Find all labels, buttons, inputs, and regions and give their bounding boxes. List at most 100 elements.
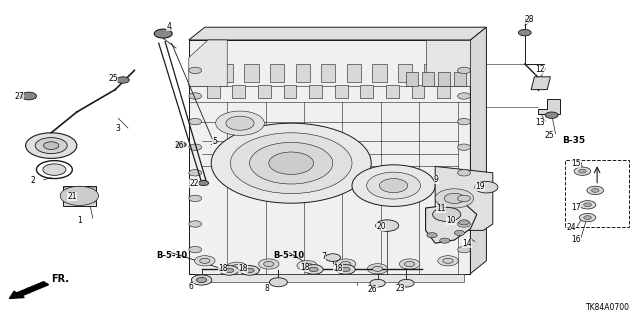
Circle shape (435, 189, 474, 208)
Circle shape (26, 133, 77, 158)
Polygon shape (435, 166, 493, 230)
Circle shape (376, 220, 399, 231)
Text: 26: 26 (368, 285, 378, 294)
Text: 25: 25 (109, 74, 118, 83)
Text: FR.: FR. (51, 274, 69, 284)
Bar (219, 64, 233, 82)
Circle shape (250, 142, 333, 184)
Circle shape (367, 264, 388, 274)
Bar (438, 72, 450, 86)
Circle shape (189, 118, 202, 125)
Bar (347, 64, 361, 82)
Circle shape (352, 165, 435, 206)
Bar (207, 85, 220, 98)
Text: 21: 21 (67, 192, 77, 201)
Polygon shape (189, 40, 227, 86)
Circle shape (189, 221, 202, 227)
Polygon shape (63, 186, 96, 206)
Bar (270, 64, 284, 82)
Circle shape (545, 112, 558, 118)
Polygon shape (538, 99, 560, 114)
Circle shape (458, 195, 470, 202)
Bar (321, 64, 335, 82)
Polygon shape (189, 27, 486, 40)
Bar (296, 64, 310, 82)
Bar (244, 64, 259, 82)
Text: TK84A0700: TK84A0700 (586, 303, 630, 312)
Text: 18: 18 (239, 264, 248, 273)
Circle shape (459, 220, 469, 225)
Text: 26: 26 (174, 141, 184, 150)
Circle shape (225, 268, 234, 273)
Circle shape (43, 164, 66, 175)
Circle shape (189, 93, 202, 99)
Polygon shape (426, 203, 477, 243)
Bar (335, 85, 348, 98)
Circle shape (245, 268, 254, 273)
Bar (309, 85, 322, 98)
Circle shape (458, 93, 470, 99)
Circle shape (302, 263, 312, 268)
Text: 11: 11 (436, 204, 446, 212)
Text: 4: 4 (166, 22, 172, 31)
Circle shape (587, 186, 604, 195)
Circle shape (189, 246, 202, 253)
Circle shape (399, 279, 414, 287)
Polygon shape (470, 27, 486, 274)
Text: 13: 13 (535, 118, 545, 127)
Circle shape (341, 267, 350, 272)
Circle shape (335, 259, 356, 269)
Polygon shape (426, 40, 470, 86)
Circle shape (189, 144, 202, 150)
Bar (258, 85, 271, 98)
Circle shape (454, 230, 465, 236)
Text: 6: 6 (189, 282, 194, 291)
Bar (372, 64, 387, 82)
Circle shape (475, 181, 498, 193)
Text: B-5-10: B-5-10 (156, 252, 187, 260)
Bar (412, 85, 424, 98)
Bar (386, 85, 399, 98)
Bar (565, 160, 629, 227)
Text: 2: 2 (31, 176, 35, 185)
Text: B-5-10: B-5-10 (274, 252, 305, 260)
Circle shape (518, 29, 531, 36)
Circle shape (458, 221, 470, 227)
Text: 12: 12 (535, 65, 545, 74)
Circle shape (440, 238, 450, 243)
Circle shape (444, 193, 465, 204)
Circle shape (367, 172, 420, 199)
Text: 18: 18 (218, 264, 227, 273)
Bar (406, 72, 418, 86)
Circle shape (336, 265, 355, 274)
Circle shape (404, 261, 415, 267)
Polygon shape (189, 40, 470, 274)
Circle shape (380, 179, 408, 193)
Bar (422, 72, 434, 86)
Text: 10: 10 (446, 216, 456, 225)
Circle shape (195, 256, 215, 266)
Circle shape (584, 203, 591, 207)
Circle shape (21, 92, 36, 100)
Bar (437, 85, 450, 98)
Circle shape (458, 246, 470, 253)
Text: 20: 20 (376, 222, 386, 231)
Circle shape (370, 279, 385, 287)
Circle shape (259, 259, 279, 269)
Circle shape (579, 169, 586, 173)
Circle shape (44, 142, 59, 149)
Circle shape (240, 266, 259, 275)
Text: 23: 23 (396, 284, 405, 293)
Bar (284, 85, 296, 98)
Bar (360, 85, 373, 98)
Circle shape (372, 266, 383, 271)
Circle shape (443, 258, 453, 263)
Text: 8: 8 (265, 284, 269, 293)
Circle shape (196, 277, 207, 283)
Circle shape (211, 123, 371, 203)
Text: 14: 14 (462, 239, 472, 248)
Bar (193, 64, 207, 82)
Circle shape (154, 29, 172, 38)
Circle shape (458, 67, 470, 74)
Circle shape (399, 259, 420, 269)
